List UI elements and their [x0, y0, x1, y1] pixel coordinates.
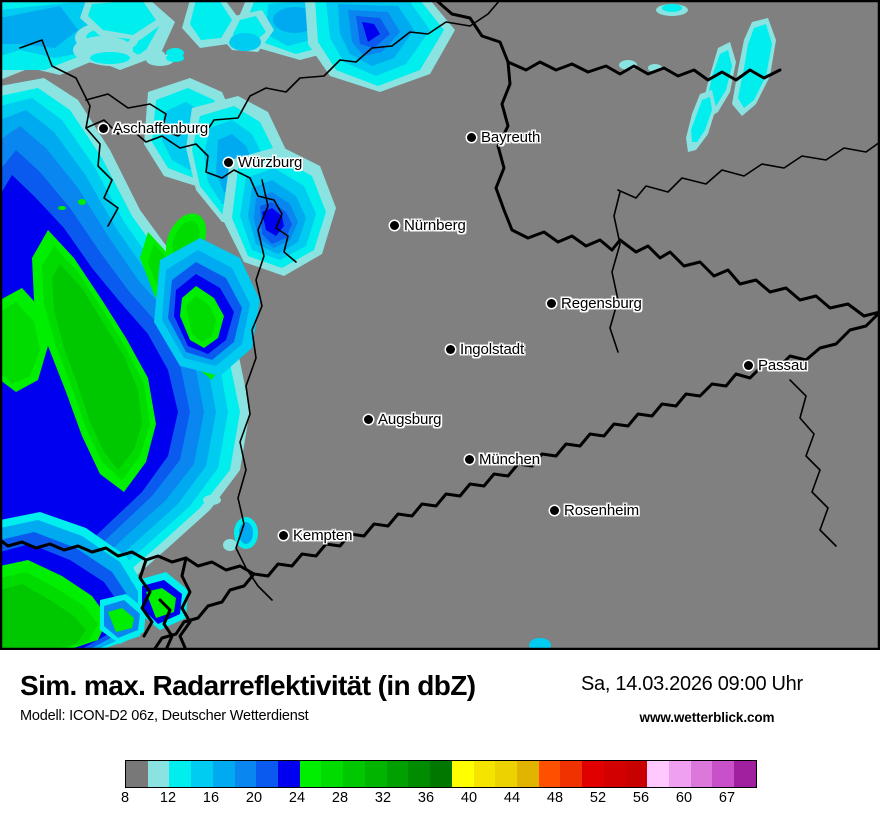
- city-marker-nurnberg[interactable]: Nürnberg: [390, 217, 466, 234]
- colorbar-band-25: [668, 761, 691, 787]
- colorbar-tick-24: 24: [288, 790, 306, 806]
- colorbar-tick-20: 20: [245, 790, 263, 806]
- colorbar-band-19: [538, 761, 561, 787]
- reflectivity-field: [0, 0, 776, 650]
- city-marker-aschaffenburg[interactable]: Aschaffenburg: [99, 120, 208, 137]
- city-label: Ingolstadt: [460, 341, 525, 358]
- political-borders: [0, 0, 880, 650]
- colorbar-tick-36: 36: [417, 790, 435, 806]
- colorbar-band-1: [147, 761, 170, 787]
- city-label: Aschaffenburg: [113, 120, 209, 137]
- colorbar-band-23: [625, 761, 648, 787]
- city-dot: [744, 361, 753, 370]
- colorbar-band-4: [212, 761, 235, 787]
- city-label: München: [479, 451, 541, 468]
- city-label: Augsburg: [378, 411, 442, 428]
- colorbar-band-26: [690, 761, 713, 787]
- city-marker-kempten[interactable]: Kempten: [279, 527, 352, 544]
- city-dot: [279, 531, 288, 540]
- colorbar-band-12: [386, 761, 409, 787]
- colorbar-band-10: [343, 761, 365, 787]
- city-marker-passau[interactable]: Passau: [744, 357, 808, 374]
- city-dot: [550, 506, 559, 515]
- colorbar-band-0: [126, 761, 148, 787]
- colorbar-tick-60: 60: [675, 790, 693, 806]
- colorbar-tick-52: 52: [589, 790, 607, 806]
- valid-time-label: Sa, 14.03.2026 09:00 Uhr: [581, 673, 803, 695]
- city-label: Rosenheim: [564, 502, 639, 519]
- city-marker-augsburg[interactable]: Augsburg: [364, 411, 442, 428]
- colorbar-band-2: [169, 761, 192, 787]
- city-dot: [364, 415, 373, 424]
- colorbar-tick-40: 40: [460, 790, 478, 806]
- city-marker-ingolstadt[interactable]: Ingolstadt: [446, 341, 524, 358]
- colorbar-band-18: [516, 761, 539, 787]
- colorbar-tick-28: 28: [331, 790, 349, 806]
- city-label: Regensburg: [561, 295, 642, 312]
- city-dot: [99, 124, 108, 133]
- city-dot: [224, 158, 233, 167]
- colorbar-tick-32: 32: [374, 790, 392, 806]
- city-dot: [467, 133, 476, 142]
- colorbar-band-17: [495, 761, 517, 787]
- colorbar-band-21: [582, 761, 604, 787]
- radar-map-panel[interactable]: Aschaffenburg Würzburg Bayreuth Nürnberg…: [0, 0, 880, 650]
- model-subtitle: Modell: ICON-D2 06z, Deutscher Wetterdie…: [20, 708, 309, 724]
- footer-panel: Sim. max. Radarreflektivität (in dbZ) Mo…: [0, 650, 880, 830]
- colorbar-tick-48: 48: [546, 790, 564, 806]
- colorbar-band-13: [408, 761, 431, 787]
- colorbar-tick-67: 67: [718, 790, 736, 806]
- colorbar-tick-labels: 8 12 16 20 24 28 32 36 40 44 48 52 56 60 67: [0, 790, 880, 812]
- colorbar-band-3: [191, 761, 213, 787]
- city-dot: [446, 345, 455, 354]
- city-label: Passau: [758, 357, 808, 374]
- radar-map-canvas: [0, 0, 880, 650]
- city-marker-regensburg[interactable]: Regensburg: [547, 295, 642, 312]
- site-url-label: www.wetterblick.com: [639, 710, 775, 725]
- city-marker-wurzburg[interactable]: Würzburg: [224, 154, 302, 171]
- colorbar-band-14: [430, 761, 452, 787]
- colorbar-band-6: [256, 761, 279, 787]
- city-marker-rosenheim[interactable]: Rosenheim: [550, 502, 639, 519]
- city-label: Kempten: [293, 527, 353, 544]
- colorbar-band-16: [473, 761, 496, 787]
- city-label: Nürnberg: [404, 217, 466, 234]
- colorbar-band-22: [603, 761, 626, 787]
- city-dot: [547, 299, 556, 308]
- map-frame: [0, 0, 880, 650]
- colorbar-band-8: [299, 761, 322, 787]
- colorbar-tick-16: 16: [202, 790, 220, 806]
- colorbar-band-28: [734, 761, 756, 787]
- colorbar-tick-8: 8: [120, 790, 130, 806]
- colorbar-band-27: [712, 761, 735, 787]
- colorbar-tick-44: 44: [503, 790, 521, 806]
- colorbar-tick-56: 56: [632, 790, 650, 806]
- colorbar-band-9: [321, 761, 344, 787]
- colorbar-band-20: [560, 761, 583, 787]
- city-label: Würzburg: [238, 154, 303, 171]
- city-dot: [465, 455, 474, 464]
- colorbar-band-15: [451, 761, 474, 787]
- colorbar[interactable]: [125, 760, 757, 788]
- city-dot: [390, 221, 399, 230]
- colorbar-band-7: [278, 761, 300, 787]
- city-label: Bayreuth: [481, 129, 541, 146]
- chart-title: Sim. max. Radarreflektivität (in dbZ): [20, 670, 476, 701]
- colorbar-band-11: [364, 761, 387, 787]
- colorbar-band-24: [647, 761, 669, 787]
- colorbar-tick-12: 12: [159, 790, 177, 806]
- city-marker-bayreuth[interactable]: Bayreuth: [467, 129, 540, 146]
- city-marker-munchen[interactable]: München: [465, 451, 540, 468]
- colorbar-band-5: [234, 761, 257, 787]
